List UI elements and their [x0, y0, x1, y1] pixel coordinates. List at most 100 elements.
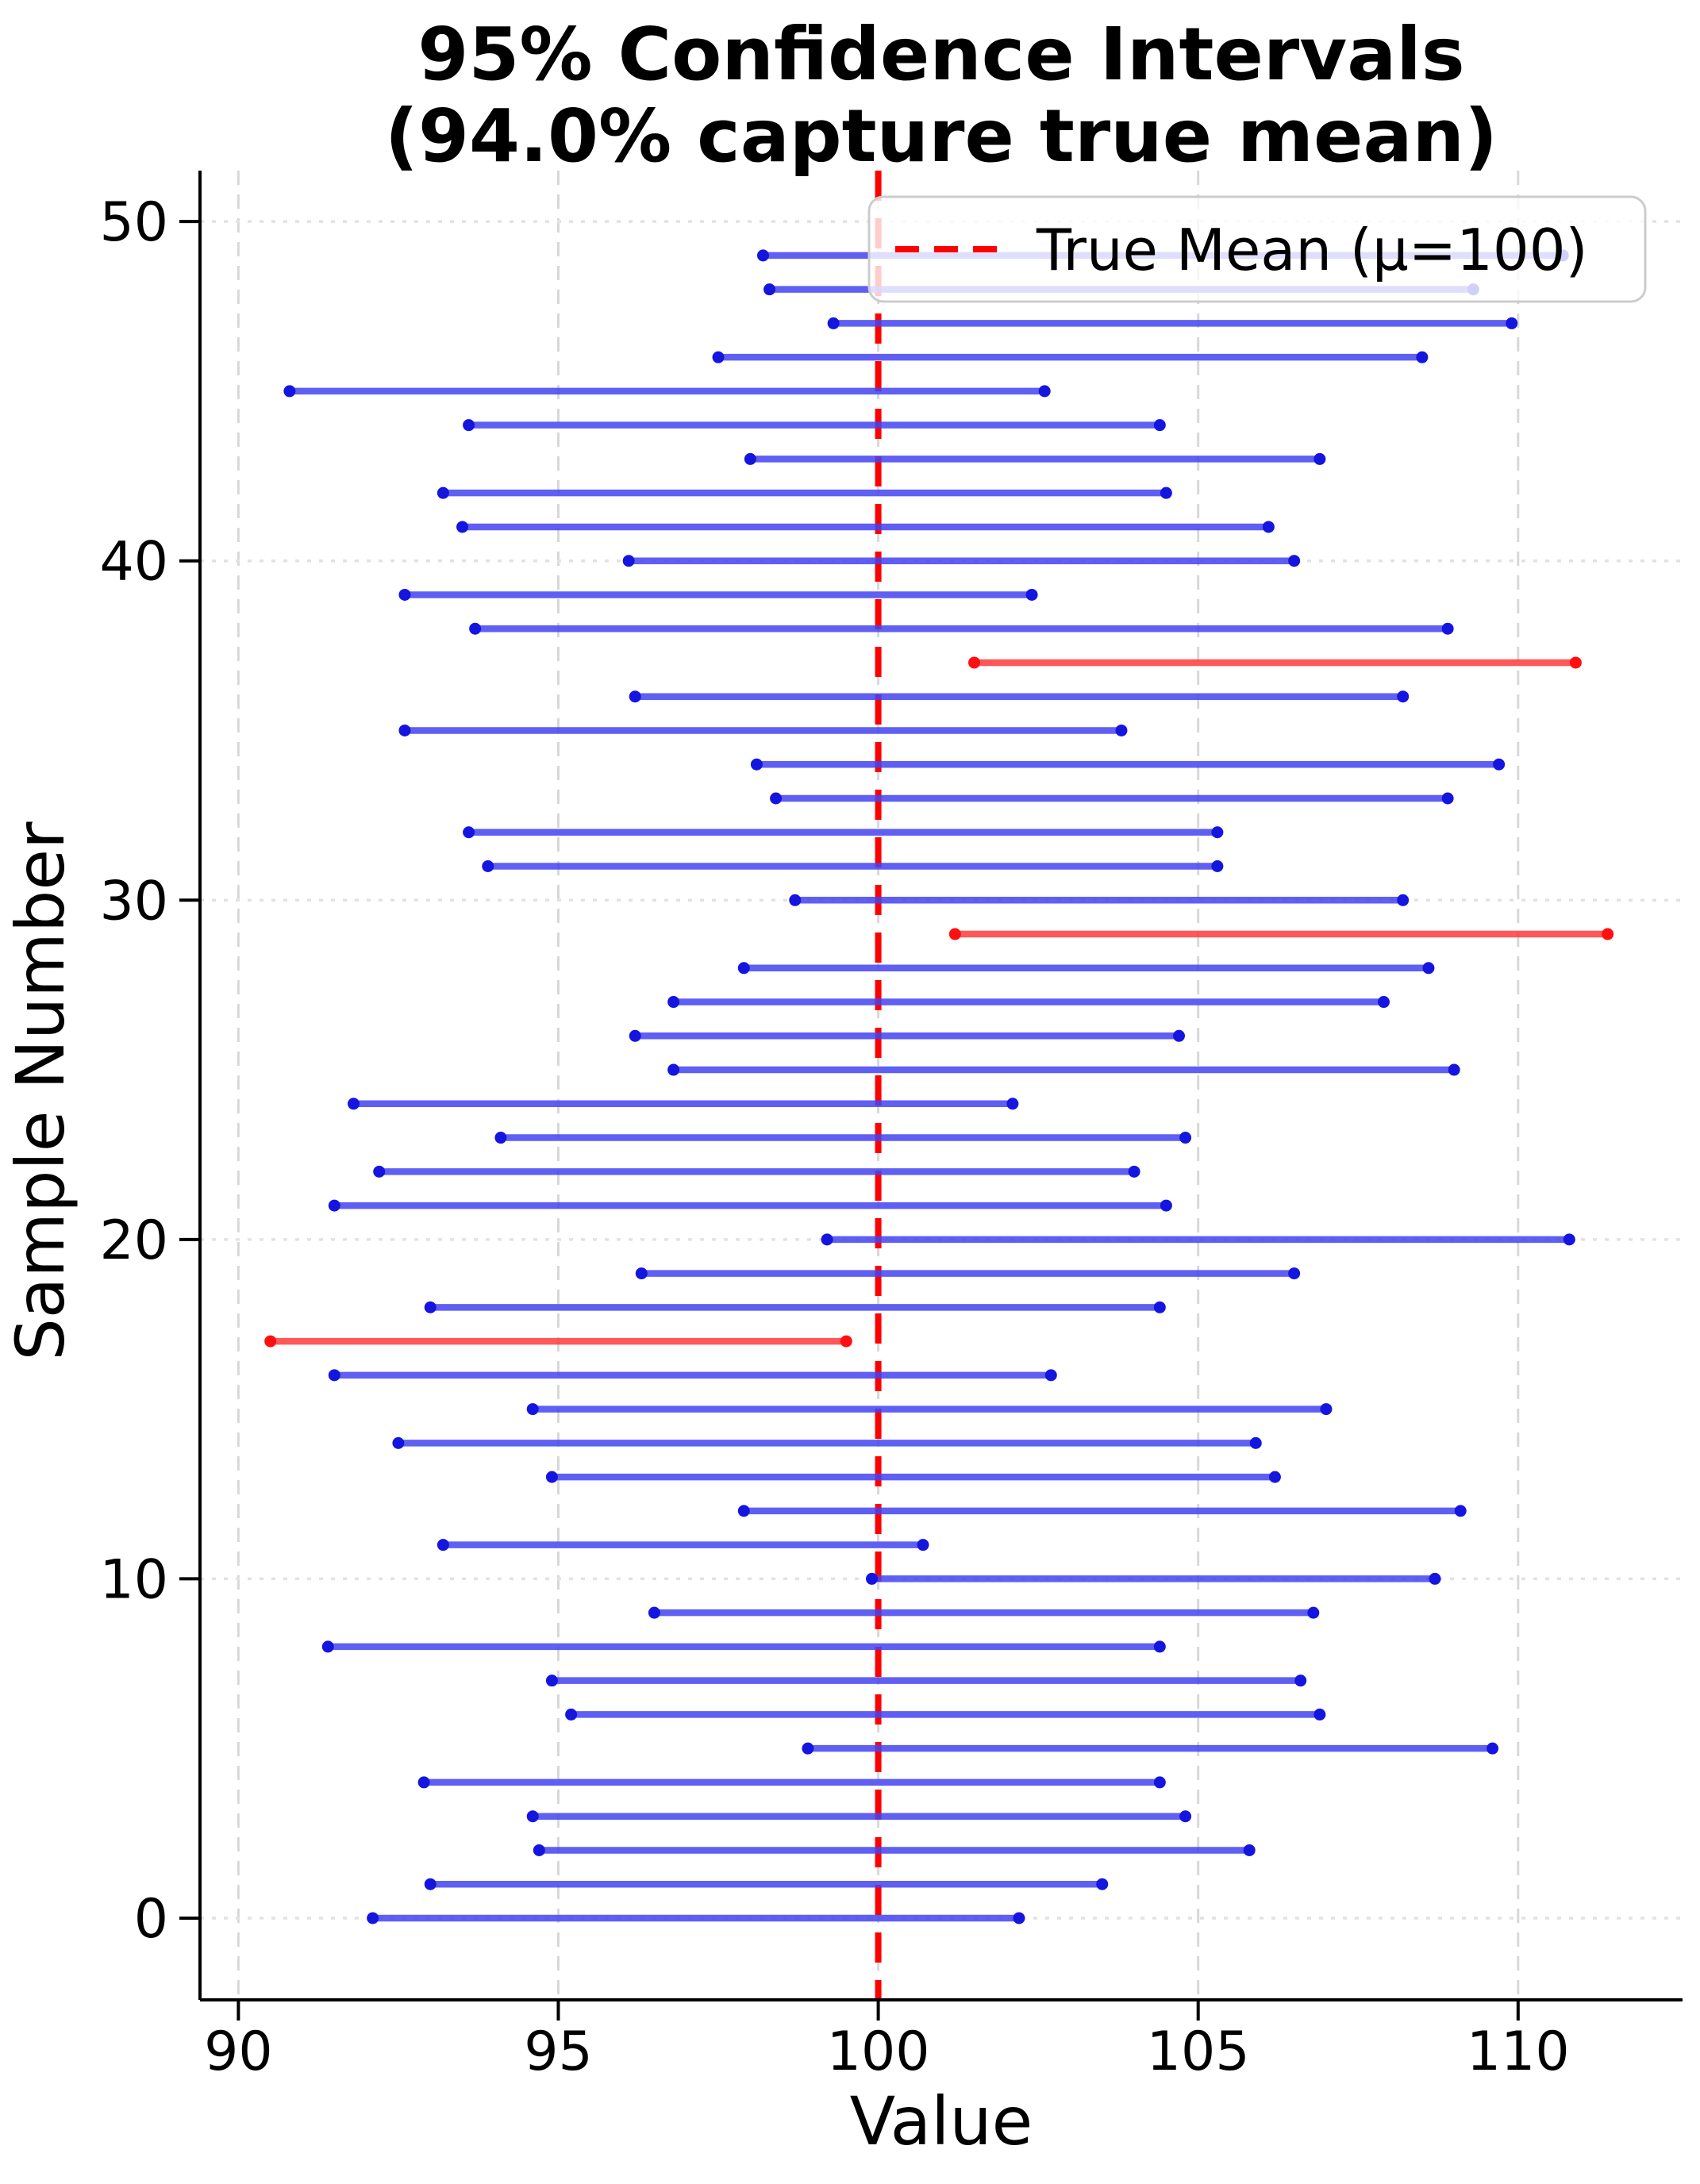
tick-labels-layer: 90 95 100 105 110 0 10 20 30 40 50 — [99, 191, 1569, 2083]
interval-row-39 — [398, 588, 1038, 601]
interval-row-5 — [802, 1742, 1499, 1755]
interval-row-0 — [367, 1912, 1025, 1924]
interval-row-44 — [463, 419, 1166, 432]
interval-row-29 — [948, 928, 1614, 940]
interval-low-marker — [469, 622, 482, 635]
interval-low-marker — [565, 1708, 578, 1721]
interval-high-marker — [1160, 486, 1172, 499]
interval-low-marker — [948, 928, 961, 940]
interval-low-marker — [392, 1436, 405, 1449]
interval-row-22 — [373, 1165, 1140, 1178]
interval-row-37 — [968, 656, 1582, 669]
interval-low-marker — [482, 860, 494, 873]
interval-high-marker — [1320, 1403, 1333, 1416]
interval-low-marker — [629, 690, 641, 703]
interval-low-marker — [629, 1029, 641, 1042]
interval-row-45 — [283, 385, 1051, 398]
interval-high-marker — [1377, 996, 1390, 1009]
chart-title-line1: 95% Confidence Intervals — [417, 12, 1464, 97]
interval-low-marker — [328, 1199, 340, 1212]
interval-row-21 — [328, 1199, 1172, 1212]
interval-low-marker — [737, 1505, 750, 1517]
y-tick-label-50: 50 — [99, 191, 168, 254]
interval-low-marker — [802, 1742, 814, 1755]
interval-high-marker — [1313, 452, 1326, 465]
interval-low-marker — [763, 283, 776, 296]
interval-row-20 — [821, 1233, 1575, 1246]
interval-high-marker — [1038, 385, 1051, 398]
interval-high-marker — [1243, 1844, 1256, 1856]
interval-low-marker — [821, 1233, 833, 1246]
x-tick-label-95: 95 — [524, 2021, 593, 2083]
interval-row-38 — [469, 622, 1454, 635]
interval-row-12 — [737, 1505, 1467, 1517]
interval-high-marker — [1288, 555, 1301, 567]
interval-high-marker — [1096, 1878, 1109, 1890]
interval-row-13 — [545, 1471, 1281, 1483]
interval-row-15 — [526, 1403, 1333, 1416]
interval-row-30 — [789, 894, 1410, 906]
interval-low-marker — [437, 486, 449, 499]
interval-low-marker — [667, 1063, 680, 1076]
interval-high-marker — [1044, 1369, 1057, 1382]
interval-high-marker — [1313, 1708, 1326, 1721]
interval-row-47 — [827, 317, 1518, 329]
interval-low-marker — [737, 962, 750, 975]
interval-row-3 — [526, 1810, 1192, 1823]
interval-high-marker — [1569, 656, 1582, 669]
interval-high-marker — [1013, 1912, 1025, 1924]
interval-row-23 — [494, 1132, 1192, 1144]
interval-high-marker — [1441, 622, 1454, 635]
interval-row-2 — [533, 1844, 1256, 1856]
interval-row-40 — [622, 555, 1301, 567]
interval-row-19 — [635, 1267, 1301, 1280]
interval-low-marker — [456, 521, 469, 533]
interval-high-marker — [1179, 1132, 1192, 1144]
interval-row-26 — [629, 1029, 1186, 1042]
interval-high-marker — [1397, 894, 1410, 906]
interval-high-marker — [1115, 724, 1128, 736]
interval-high-marker — [1454, 1505, 1467, 1517]
interval-high-marker — [1307, 1606, 1320, 1619]
interval-high-marker — [1397, 690, 1410, 703]
interval-row-35 — [398, 724, 1128, 736]
interval-row-24 — [347, 1098, 1019, 1110]
y-tick-label-20: 20 — [99, 1209, 168, 1272]
interval-low-marker — [437, 1539, 449, 1551]
interval-row-31 — [482, 860, 1224, 873]
y-tick-label-10: 10 — [99, 1548, 168, 1611]
interval-row-36 — [629, 690, 1410, 703]
tick-marks-layer — [179, 220, 1520, 2021]
interval-row-8 — [321, 1640, 1166, 1653]
interval-high-marker — [1506, 317, 1518, 329]
interval-low-marker — [494, 1132, 507, 1144]
interval-high-marker — [1211, 826, 1224, 839]
interval-high-marker — [1422, 962, 1435, 975]
interval-low-marker — [398, 724, 411, 736]
interval-low-marker — [321, 1640, 334, 1653]
x-tick-label-110: 110 — [1467, 2021, 1570, 2083]
interval-low-marker — [367, 1912, 379, 1924]
interval-low-marker — [463, 826, 475, 839]
interval-low-marker — [328, 1369, 340, 1382]
interval-row-17 — [264, 1335, 852, 1348]
interval-low-marker — [533, 1844, 545, 1856]
interval-high-marker — [1262, 521, 1275, 533]
interval-row-4 — [417, 1776, 1166, 1789]
interval-row-28 — [737, 962, 1435, 975]
interval-high-marker — [1211, 860, 1224, 873]
interval-low-marker — [750, 758, 763, 771]
chart-title-line2: (94.0% capture true mean) — [385, 94, 1498, 179]
y-tick-label-30: 30 — [99, 870, 168, 932]
y-tick-label-0: 0 — [134, 1888, 168, 1951]
interval-row-42 — [437, 486, 1172, 499]
interval-low-marker — [526, 1403, 539, 1416]
interval-low-marker — [968, 656, 981, 669]
legend: True Mean (μ=100) — [867, 195, 1647, 303]
interval-row-32 — [463, 826, 1224, 839]
interval-high-marker — [1025, 588, 1038, 601]
interval-low-marker — [756, 249, 769, 262]
interval-high-marker — [1153, 1776, 1166, 1789]
